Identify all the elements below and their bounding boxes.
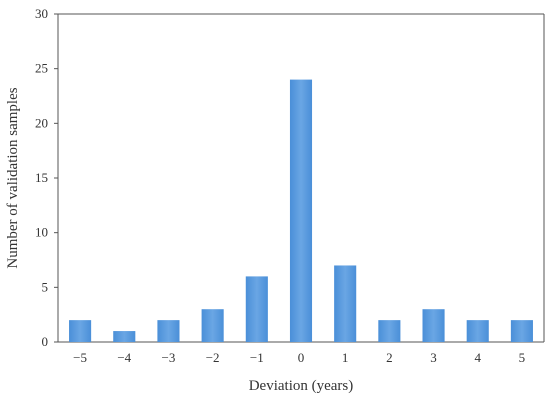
bar-4 — [245, 276, 268, 342]
x-tick-label: 5 — [519, 350, 526, 365]
bar-2 — [157, 320, 180, 342]
bar-7 — [378, 320, 401, 342]
x-tick-label: 2 — [386, 350, 393, 365]
y-tick-label: 0 — [42, 334, 49, 349]
x-tick-label: 4 — [474, 350, 481, 365]
x-tick-label: −5 — [73, 350, 87, 365]
x-tick-label: −3 — [162, 350, 176, 365]
bars-group — [69, 79, 533, 342]
x-tick-label: 0 — [298, 350, 305, 365]
y-axis-title: Number of validation samples — [5, 87, 21, 268]
y-tick-label: 25 — [35, 61, 48, 76]
y-tick-label: 15 — [35, 170, 48, 185]
bar-8 — [422, 309, 445, 342]
bar-9 — [466, 320, 489, 342]
bar-10 — [510, 320, 533, 342]
bar-3 — [201, 309, 224, 342]
y-tick-label: 10 — [35, 225, 48, 240]
bar-1 — [113, 331, 136, 342]
bar-5 — [289, 79, 313, 342]
x-axis-ticks: −5 −4 −3 −2 −1 0 1 2 3 4 5 — [73, 350, 525, 365]
x-tick-label: −2 — [206, 350, 220, 365]
x-axis-title: Deviation (years) — [249, 378, 354, 394]
x-tick-label: −4 — [117, 350, 131, 365]
x-tick-label: 1 — [342, 350, 349, 365]
bar-6 — [334, 265, 357, 342]
x-tick-label: −1 — [250, 350, 264, 365]
bar-0 — [69, 320, 92, 342]
x-tick-label: 3 — [430, 350, 437, 365]
y-tick-label: 30 — [35, 6, 48, 21]
y-axis-ticks: 0 5 10 15 20 25 30 — [35, 6, 58, 349]
y-tick-label: 5 — [42, 279, 49, 294]
y-tick-label: 20 — [35, 115, 48, 130]
